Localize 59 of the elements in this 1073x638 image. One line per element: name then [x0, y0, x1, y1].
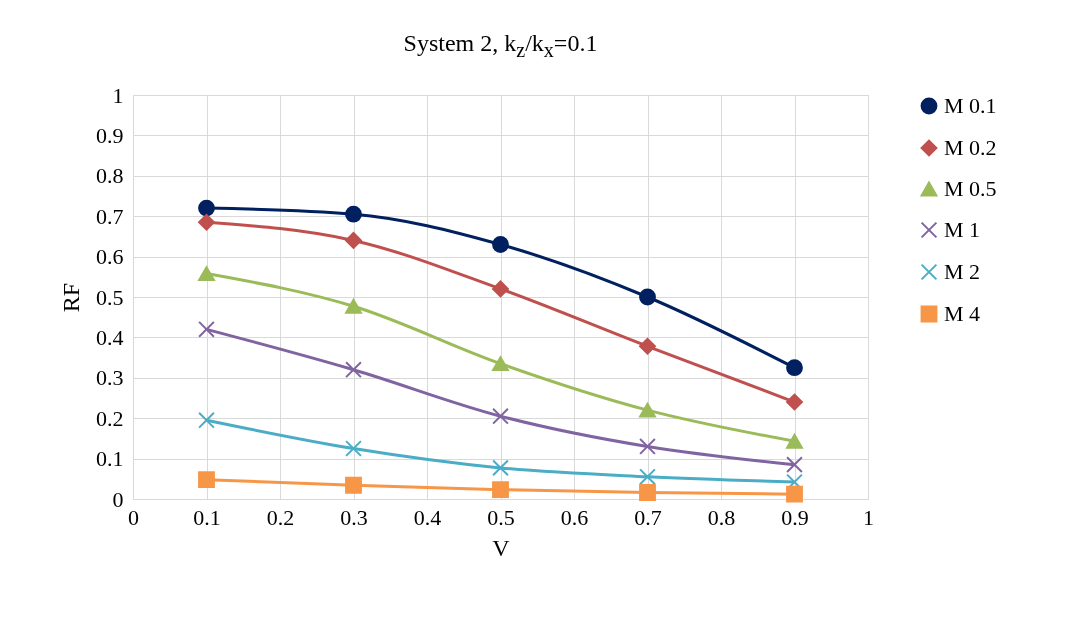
x-tick-label: 0.8	[707, 504, 736, 530]
point	[345, 440, 362, 457]
y-tick-label: 0.3	[96, 365, 124, 391]
y-tick-label: 0	[112, 486, 124, 512]
x-tick-label: 0.5	[487, 504, 515, 530]
x-tick-label: 0.3	[340, 504, 368, 530]
point	[639, 337, 656, 355]
point	[198, 320, 215, 338]
point	[492, 407, 509, 425]
point	[492, 459, 509, 477]
y-tick-label: 0.9	[96, 122, 124, 148]
y-tick-label: 0.7	[96, 203, 124, 229]
point	[345, 232, 362, 249]
point	[786, 359, 803, 377]
x-tick-label: 0.9	[781, 504, 809, 530]
x-tick-label: 0.7	[634, 504, 662, 530]
point	[492, 481, 509, 499]
legend-label: M 1	[944, 217, 981, 242]
point	[639, 402, 656, 418]
point	[198, 411, 215, 429]
y-tick-label: 0.6	[96, 244, 124, 270]
point	[198, 471, 215, 489]
y-tick-label: 0.2	[96, 405, 124, 431]
point	[198, 199, 215, 217]
point	[345, 205, 362, 223]
y-tick-label: 1	[112, 82, 124, 108]
point	[345, 361, 362, 379]
point	[639, 468, 656, 486]
legend-label: M 0.1	[944, 93, 997, 118]
x-axis-title: V	[492, 534, 511, 561]
point	[786, 433, 803, 449]
point	[198, 266, 215, 281]
chart-title: System 2, k$_{z}$/k$_{x}$=0.1	[402, 30, 599, 62]
legend-label: M 2	[944, 259, 981, 284]
y-tick-label: 0.8	[96, 163, 124, 189]
x-tick-label: 0.6	[560, 504, 589, 530]
point	[345, 476, 362, 494]
legend-label: M 0.5	[944, 176, 997, 201]
x-tick-label: 0.4	[413, 504, 442, 530]
point	[345, 298, 362, 314]
point	[639, 288, 656, 306]
point	[786, 393, 803, 411]
legend-label: M 4	[944, 301, 981, 326]
point	[492, 236, 509, 253]
point	[492, 280, 509, 298]
point	[492, 356, 509, 372]
x-tick-label: 1	[863, 504, 874, 530]
x-tick-label: 0.1	[193, 504, 221, 530]
legend-label: M 0.2	[944, 135, 997, 160]
point	[198, 213, 215, 231]
point	[786, 456, 803, 474]
y-tick-label: 0.5	[96, 284, 124, 310]
y-tick-label: 0.1	[96, 446, 124, 472]
x-tick-label: 0.2	[266, 504, 295, 530]
y-tick-label: 0.4	[96, 324, 124, 350]
y-axis-title: RF	[58, 282, 84, 313]
point	[786, 485, 803, 503]
point	[639, 438, 656, 455]
point	[639, 484, 656, 501]
